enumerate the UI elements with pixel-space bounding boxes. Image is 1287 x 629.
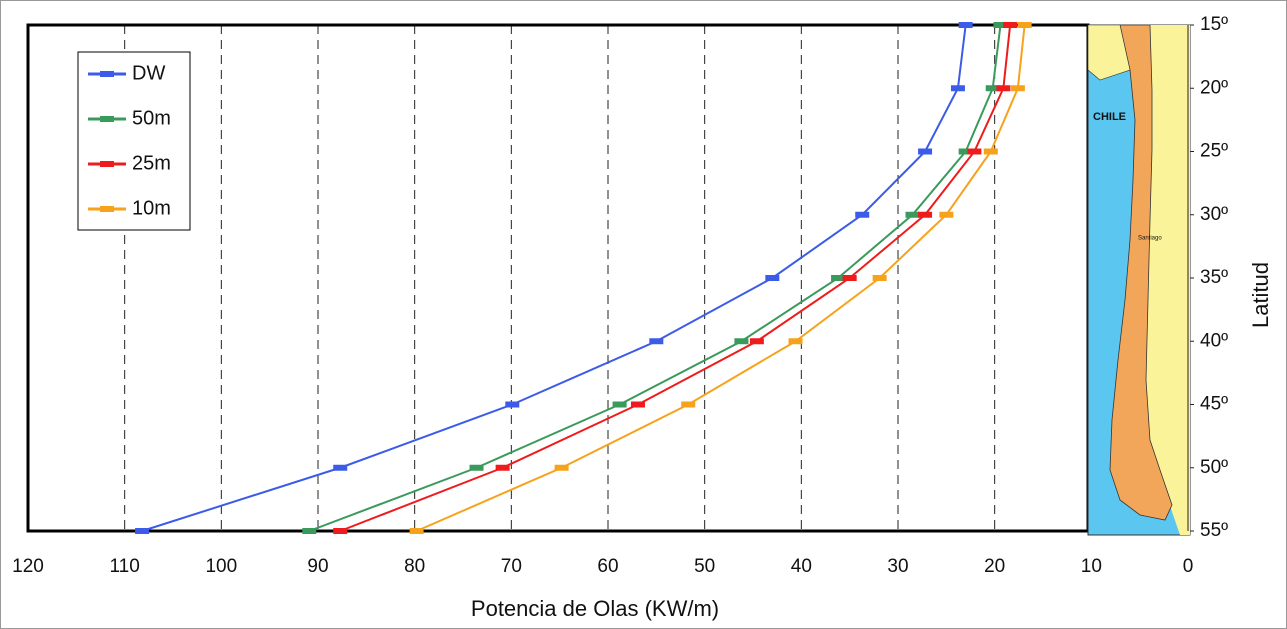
point-marker [333,528,348,534]
point-marker [1010,85,1025,92]
x-tick-label: 10 [1081,556,1102,577]
point-marker [788,338,803,345]
point-marker [749,338,764,345]
x-axis-label: Potencia de Olas (KW/m) [471,596,719,621]
x-tick-label: 60 [597,556,618,577]
y-tick-label: 20º [1200,77,1228,98]
series-line [339,24,1012,532]
point-marker [302,528,317,534]
map-inset: CHILE Santiago [1087,24,1191,536]
point-marker [985,85,1000,92]
point-marker [1017,22,1032,28]
point-marker [630,401,645,408]
point-marker [958,148,973,155]
point-marker [993,22,1008,28]
series-line [416,24,1026,532]
point-marker [469,464,484,471]
x-tick-label: 100 [205,556,237,577]
point-marker [918,148,933,155]
x-tick-label: 90 [307,556,328,577]
point-marker [855,211,870,218]
point-marker [958,22,973,28]
point-marker [939,211,954,218]
point-marker [765,275,780,281]
point-marker [734,338,749,345]
x-tick-label: 110 [110,556,140,577]
map-label: CHILE [1093,111,1126,123]
legend-label: 25m [132,152,171,174]
point-marker [905,211,920,218]
y-tick-label: 40º [1200,330,1228,351]
map-label: Santiago [1138,236,1162,242]
legend-marker [100,206,114,212]
point-marker [842,275,857,281]
y-axis-label: Latitud [1248,262,1273,328]
point-marker [649,338,664,345]
point-marker [1003,22,1018,28]
x-tick-label: 40 [791,556,812,577]
legend-label: DW [132,62,165,84]
y-tick-label: 25º [1200,141,1228,162]
y-tick-label: 55º [1200,520,1228,541]
point-marker [950,85,965,92]
x-tick-label: 120 [12,556,44,577]
point-marker [495,464,510,471]
x-tick-label: 50 [694,556,715,577]
point-marker [983,148,998,155]
legend-label: 10m [132,197,171,219]
point-marker [554,464,569,471]
point-marker [333,464,348,471]
y-tick-label: 30º [1200,204,1228,225]
y-tick-label: 45º [1200,394,1228,415]
point-marker [967,148,982,155]
x-tick-label: 0 [1183,556,1194,577]
x-tick-label: 80 [404,556,425,577]
point-marker [872,275,887,281]
legend-label: 50m [132,107,171,129]
legend-box [77,51,191,231]
point-marker [612,401,627,408]
point-marker [918,211,933,218]
x-tick-label: 20 [984,556,1005,577]
y-tick-label: 15º [1200,14,1228,35]
point-marker [681,401,696,408]
x-tick-label: 70 [501,556,522,577]
y-tick-label: 35º [1200,267,1228,288]
legend-marker [100,71,114,77]
point-marker [135,528,150,534]
point-marker [996,85,1011,92]
legend-marker [100,161,114,167]
point-marker [409,528,424,534]
point-marker [831,275,846,281]
y-tick-label: 50º [1200,457,1228,478]
series-line [308,24,1002,532]
point-marker [505,401,520,408]
x-tick-label: 30 [887,556,908,577]
legend-marker [100,116,114,122]
